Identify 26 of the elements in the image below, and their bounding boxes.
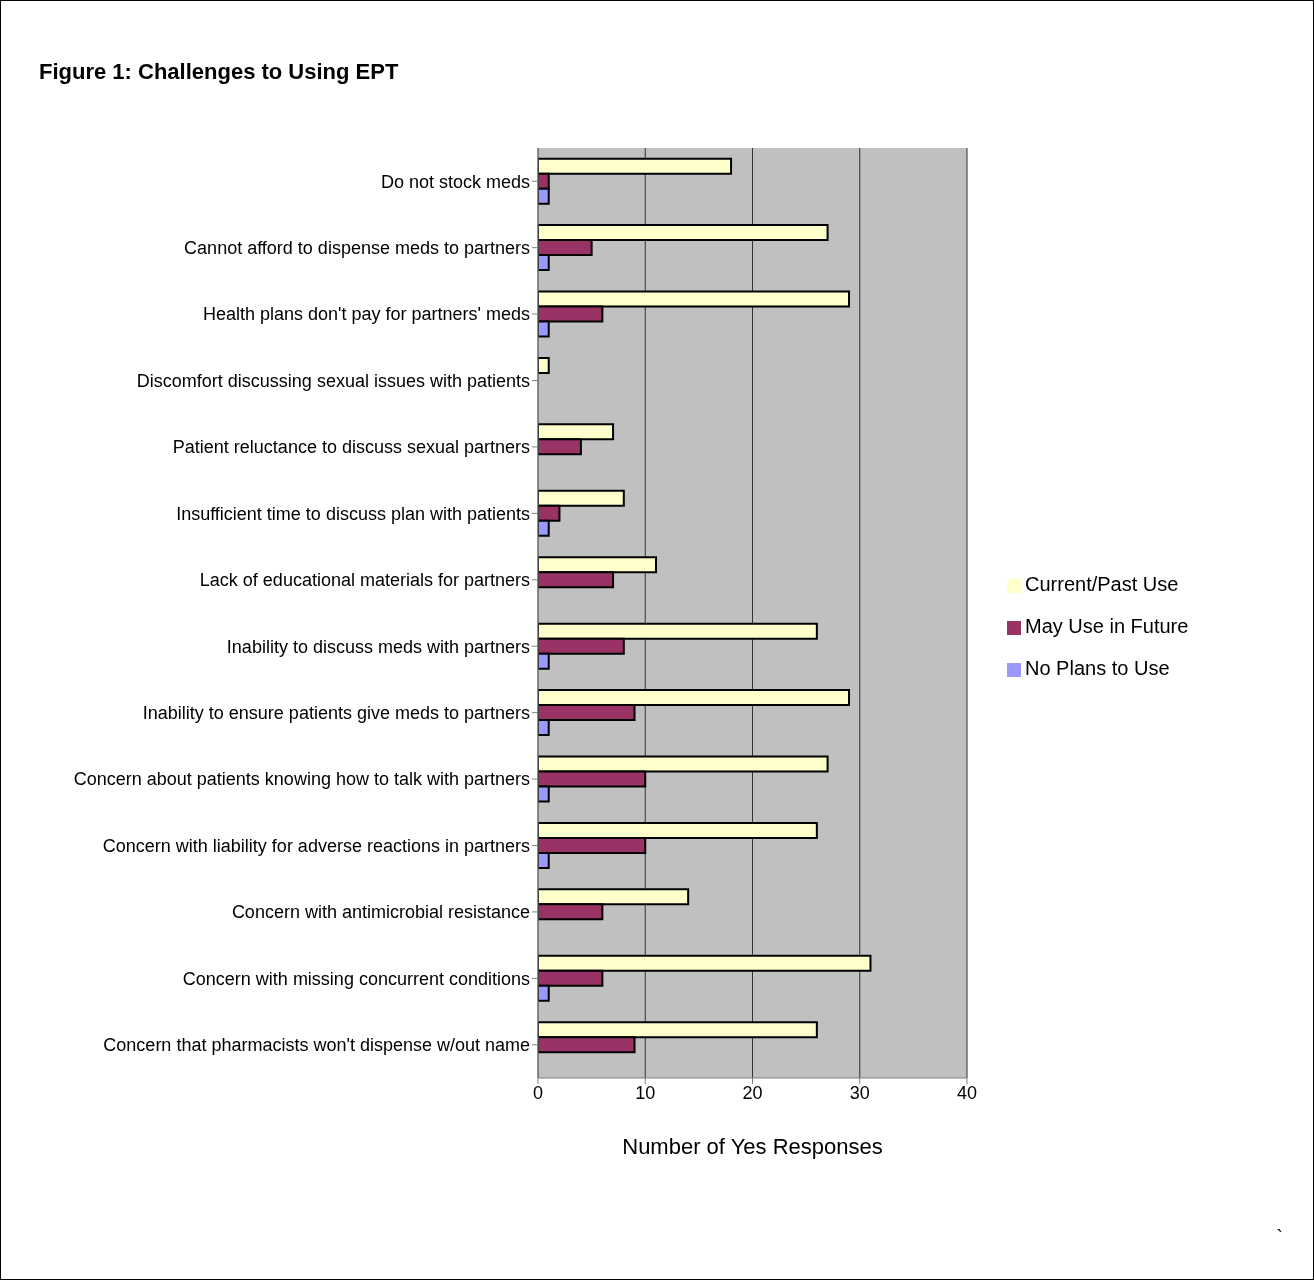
x-tick-label: 40	[956, 1082, 978, 1103]
y-tick-label: Concern with antimicrobial resistance	[231, 902, 530, 923]
y-tick-label: Concern with liability for adverse reactions in partners	[102, 835, 530, 856]
y-tick-label: Inability to ensure patients give meds to partners	[142, 703, 530, 724]
y-tick-label: Inability to discuss meds with partners	[226, 636, 530, 657]
x-axis-title: Number of Yes Responses	[622, 1133, 883, 1159]
legend-label: No Plans to Use	[1025, 657, 1170, 679]
y-tick-label: Concern about patients knowing how to talk with partners	[73, 769, 530, 790]
x-tick-label: 0	[532, 1082, 544, 1103]
y-tick-label: Discomfort discussing sexual issues with patients	[136, 370, 530, 391]
text: Figure 1: Challenges to Using EPT	[39, 59, 399, 85]
y-tick-label: Insufficient time to discuss plan with patients	[176, 503, 530, 524]
y-tick-label: Health plans don't pay for partners' meds	[202, 304, 530, 325]
legend-label: May Use in Future	[1025, 615, 1189, 637]
bar	[538, 356, 550, 374]
y-tick-label: Lack of educational materials for partners	[199, 570, 530, 591]
y-tick-label: Concern with missing concurrent conditions	[182, 968, 530, 989]
y-tick-label: Patient reluctance to discuss sexual partners	[172, 437, 530, 458]
text: `	[1276, 1226, 1283, 1249]
legend-label: Current/Past Use	[1025, 573, 1179, 595]
y-tick-label: Cannot afford to dispense meds to partners	[184, 238, 530, 259]
y-tick-label: Do not stock meds	[380, 171, 530, 192]
x-tick-label: 20	[742, 1082, 763, 1103]
x-tick-label: 30	[849, 1082, 870, 1103]
x-tick-label: 10	[635, 1082, 656, 1103]
y-tick-label: Concern that pharmacists won't dispense w/out name	[103, 1035, 530, 1056]
